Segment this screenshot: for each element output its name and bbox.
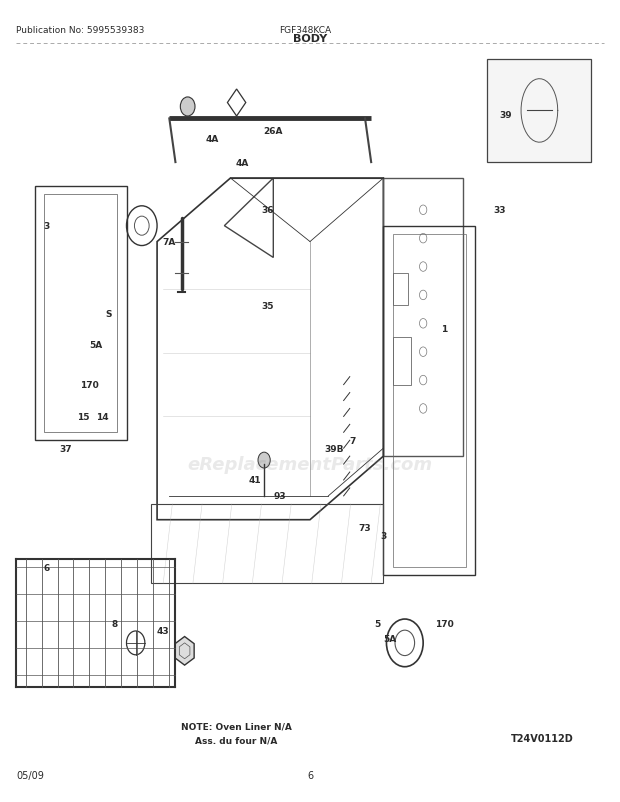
Text: 5A: 5A [89, 341, 102, 350]
Text: S: S [105, 310, 112, 318]
Text: FGF348KCA: FGF348KCA [280, 26, 332, 35]
Text: 36: 36 [261, 206, 273, 215]
Text: 3: 3 [44, 222, 50, 231]
Text: 4A: 4A [236, 159, 249, 168]
Text: BODY: BODY [293, 34, 327, 44]
Text: 4A: 4A [205, 135, 219, 144]
Text: 6: 6 [44, 563, 50, 572]
Text: eReplacementParts.com: eReplacementParts.com [187, 456, 433, 473]
Text: 37: 37 [59, 444, 72, 453]
Text: 14: 14 [95, 412, 108, 421]
Text: 7: 7 [350, 436, 356, 445]
Text: 170: 170 [435, 618, 454, 628]
Bar [392, 274, 408, 306]
Text: 1: 1 [441, 325, 448, 334]
Bar [392, 338, 411, 385]
Polygon shape [175, 637, 194, 666]
Text: 05/09: 05/09 [16, 770, 44, 780]
Text: 5A: 5A [383, 634, 396, 643]
Text: 39: 39 [500, 111, 512, 119]
Text: 3: 3 [380, 532, 386, 541]
Text: 6: 6 [307, 770, 313, 780]
Text: 8: 8 [111, 618, 117, 628]
Text: 33: 33 [494, 206, 506, 215]
Circle shape [258, 452, 270, 468]
Text: 7A: 7A [162, 237, 176, 247]
Text: 73: 73 [359, 524, 371, 533]
Text: Publication No: 5995539383: Publication No: 5995539383 [16, 26, 145, 35]
Text: T24V0112D: T24V0112D [511, 733, 574, 743]
Text: Ass. du four N/A: Ass. du four N/A [195, 735, 278, 744]
Text: 39B: 39B [325, 444, 344, 453]
Text: NOTE: Oven Liner N/A: NOTE: Oven Liner N/A [181, 722, 292, 731]
Text: 26A: 26A [264, 127, 283, 136]
FancyBboxPatch shape [487, 59, 591, 163]
Text: 35: 35 [261, 302, 273, 310]
Text: 41: 41 [249, 476, 261, 485]
Circle shape [180, 98, 195, 117]
Text: 43: 43 [157, 626, 169, 636]
Text: 93: 93 [273, 492, 286, 500]
Text: 5: 5 [374, 618, 381, 628]
Text: 15: 15 [78, 412, 90, 421]
Text: 170: 170 [81, 381, 99, 390]
